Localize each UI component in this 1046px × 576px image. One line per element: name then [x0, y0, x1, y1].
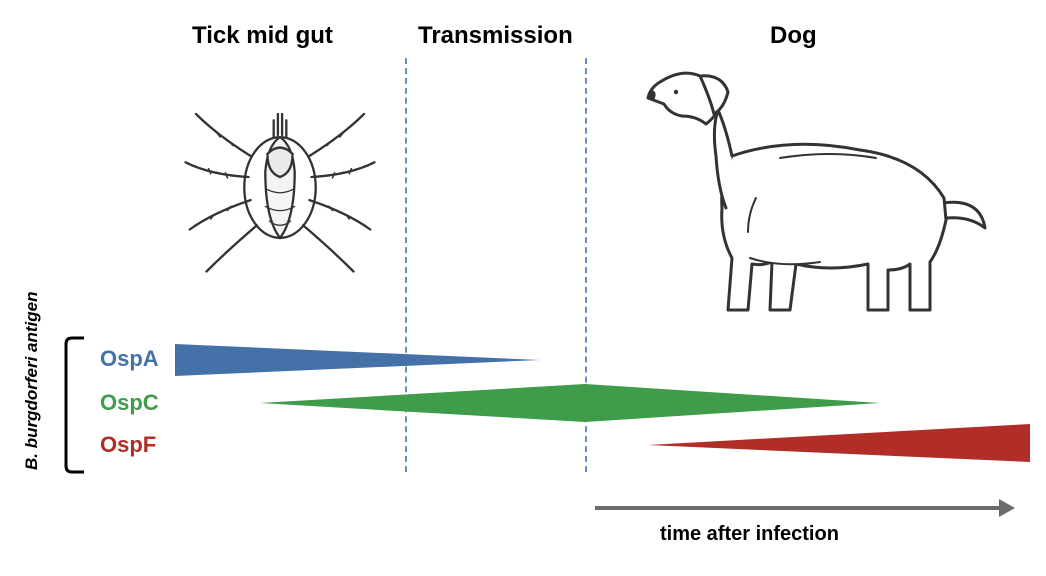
- tick-icon: [165, 72, 395, 282]
- dog-icon: [630, 58, 990, 333]
- time-after-infection-label: time after infection: [660, 523, 839, 546]
- time-arrow-head: [999, 499, 1015, 517]
- diagram-stage: Tick mid gut Transmission Dog B. burgdor…: [0, 0, 1046, 576]
